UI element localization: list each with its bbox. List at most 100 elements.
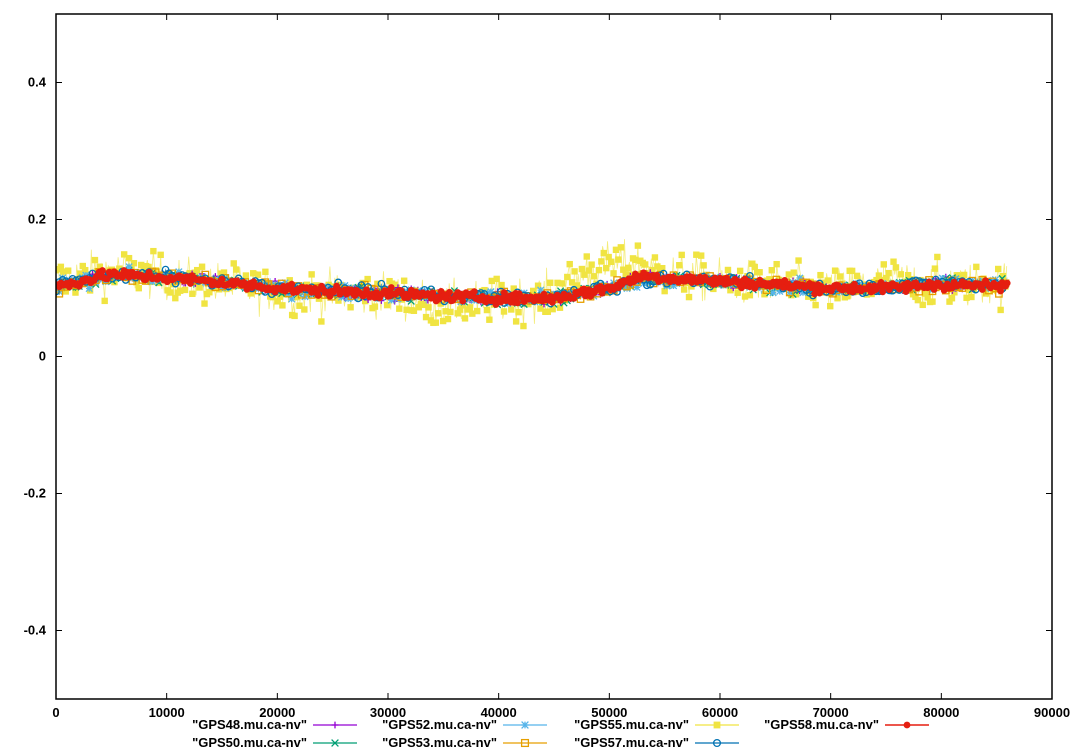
data-point [727,287,734,294]
data-point [773,260,780,268]
data-point [187,280,194,287]
data-point [741,293,749,300]
data-point [62,288,69,295]
data-point [1003,279,1011,287]
data-point [643,281,651,290]
data-point [848,267,856,275]
data-point [624,264,632,272]
legend-label: "GPS57.mu.ca-nv" [574,735,689,750]
data-point [512,318,520,325]
data-point [60,268,67,275]
data-point [634,242,642,249]
data-point [120,251,128,258]
data-point [776,287,784,296]
data-point [844,293,851,300]
data-point [897,271,905,278]
data-point [934,253,941,261]
data-point [968,293,975,301]
data-point [593,280,600,287]
legend-label: "GPS58.mu.ca-nv" [764,717,879,732]
x-tick-label: 20000 [259,705,295,720]
data-point [836,273,844,280]
data-point [978,286,986,293]
data-point [809,294,817,302]
data-point [812,301,819,309]
data-point [483,306,491,314]
data-point [439,317,447,325]
data-point [544,308,552,315]
data-point [371,303,379,310]
data-point [57,263,65,271]
data-point [454,310,461,317]
data-point [364,275,371,283]
data-point [769,289,777,297]
data-point [189,290,196,298]
data-point [946,298,953,305]
data-point [924,294,931,301]
data-point [138,261,145,269]
data-point [746,291,754,299]
data-point [396,305,403,312]
data-point [308,271,315,278]
data-point [620,266,627,273]
data-point [291,312,298,320]
data-point [912,293,919,301]
data-point [135,284,142,292]
data-point [466,304,474,311]
data-point [181,286,189,294]
data-point [676,262,683,269]
data-point [314,292,322,299]
data-point [359,279,366,287]
data-point [790,269,797,276]
data-point [288,295,296,303]
x-tick-label: 50000 [591,705,627,720]
legend-marker [713,721,721,729]
data-point [880,261,887,268]
data-point [863,291,870,298]
y-tick-label: -0.4 [24,623,47,638]
data-point [469,310,476,317]
data-point [834,295,841,302]
data-point [432,319,440,326]
legend-item: "GPS48.mu.ca-nv" [192,717,357,732]
data-point [559,280,566,287]
y-tick-label: 0.4 [28,75,47,90]
data-point [254,271,262,278]
data-point [486,316,493,323]
plot-frame [55,13,1053,700]
data-point [965,286,973,294]
legend-item: "GPS53.mu.ca-nv" [382,735,547,750]
data-point [508,306,515,313]
data-point [488,277,496,285]
data-point [632,256,639,264]
data-point [459,297,467,305]
data-point [556,304,564,311]
data-point [685,293,693,301]
data-point [420,301,427,309]
data-point [931,265,939,272]
data-point [410,307,418,314]
data-point [547,279,554,286]
data-point [890,258,897,265]
data-point [288,280,296,288]
x-tick-label: 60000 [702,705,738,720]
data-point [678,251,685,259]
data-point [853,272,861,280]
data-point [201,300,208,307]
data-point [622,271,629,278]
data-point [58,274,67,282]
data-point [400,277,408,284]
data-point [600,249,607,257]
data-point [710,285,717,293]
data-point [276,293,284,300]
legend-marker [331,721,339,729]
data-point [534,282,542,289]
data-point [571,268,578,275]
data-point [318,318,325,325]
data-point [274,298,281,305]
data-point [382,287,390,295]
data-point [751,263,758,271]
data-point [422,313,430,321]
data-point [515,308,522,316]
data-point [447,308,454,316]
